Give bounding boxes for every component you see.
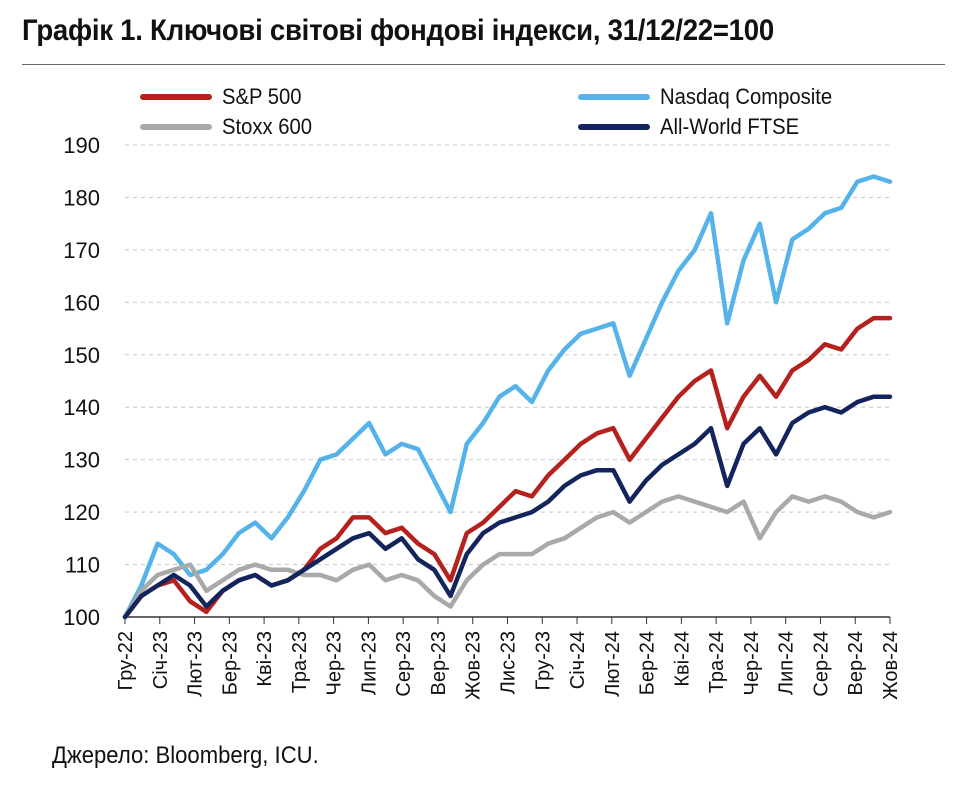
x-tick-label-12: Гру-23 xyxy=(532,631,554,691)
series-line-stoxx-600 xyxy=(122,494,893,620)
y-tick-label-160: 160 xyxy=(63,290,100,315)
x-tick-label-19: Лип-24 xyxy=(776,631,798,695)
series-line-s-p-500 xyxy=(122,315,893,620)
x-tick-label-6: Чер-23 xyxy=(324,631,346,695)
x-tick-label-20: Сер-24 xyxy=(810,631,832,697)
x-tick-label-2: Лют-23 xyxy=(185,631,207,697)
x-tick-label-22: Жов-24 xyxy=(880,631,902,700)
line-chart: 100 110 120 130 140 150 160 170 180 190 Гру-22 Січ-… xyxy=(63,133,902,700)
y-tick-label-150: 150 xyxy=(63,343,100,368)
legend-swatch-nasdaq xyxy=(578,94,650,100)
series-line-nasdaq-composite xyxy=(122,174,893,620)
y-tick-label-180: 180 xyxy=(63,185,100,210)
x-tick-label-0: Гру-22 xyxy=(115,631,137,691)
x-tick-label-3: Бер-23 xyxy=(219,631,241,695)
x-tick-label-17: Тра-24 xyxy=(706,631,728,693)
x-tick-label-16: Кві-24 xyxy=(671,631,693,687)
chart-title: Графік 1. Ключові світові фондові індекс… xyxy=(22,14,774,47)
source-note: Джерело: Bloomberg, ICU. xyxy=(52,742,319,769)
legend-swatch-ftse xyxy=(578,124,650,130)
x-tick-label-14: Лют-24 xyxy=(602,631,624,697)
y-tick-label-120: 120 xyxy=(63,500,100,525)
x-tick-label-13: Січ-24 xyxy=(567,631,589,689)
legend-label-stoxx600: Stoxx 600 xyxy=(222,114,313,139)
legend-ftse: All-World FTSE xyxy=(578,113,811,141)
y-tick-label-100: 100 xyxy=(63,605,100,630)
y-tick-label-110: 110 xyxy=(65,553,100,578)
x-tick-label-21: Вер-24 xyxy=(845,631,867,696)
x-tick-label-18: Чер-24 xyxy=(741,631,763,695)
y-tick-label-130: 130 xyxy=(63,448,100,473)
x-tick-label-1: Січ-23 xyxy=(150,631,172,689)
x-tick-label-15: Бер-24 xyxy=(637,631,659,695)
legend-label-sp500: S&P 500 xyxy=(222,84,302,109)
y-tick-label-140: 140 xyxy=(63,395,100,420)
x-tick-label-9: Вер-23 xyxy=(428,631,450,696)
y-tick-label-190: 190 xyxy=(63,133,100,158)
legend-sp500: S&P 500 xyxy=(140,83,308,111)
x-tick-label-11: Лис-23 xyxy=(498,631,520,694)
x-tick-label-5: Тра-23 xyxy=(289,631,311,693)
x-tick-label-10: Жов-23 xyxy=(463,631,485,700)
series-line-all-world-ftse xyxy=(122,394,893,620)
title-divider xyxy=(22,64,945,65)
legend-swatch-stoxx600 xyxy=(140,124,212,130)
legend-label-ftse: All-World FTSE xyxy=(660,114,800,139)
x-tick-label-8: Сер-23 xyxy=(393,631,415,697)
legend-nasdaq: Nasdaq Composite xyxy=(578,83,847,111)
x-tick-label-7: Лип-23 xyxy=(358,631,380,695)
legend-label-nasdaq: Nasdaq Composite xyxy=(660,84,833,109)
legend-swatch-sp500 xyxy=(140,94,212,100)
legend-stoxx600: Stoxx 600 xyxy=(140,113,320,141)
x-tick-label-4: Кві-23 xyxy=(254,631,276,687)
y-tick-label-170: 170 xyxy=(63,238,100,263)
